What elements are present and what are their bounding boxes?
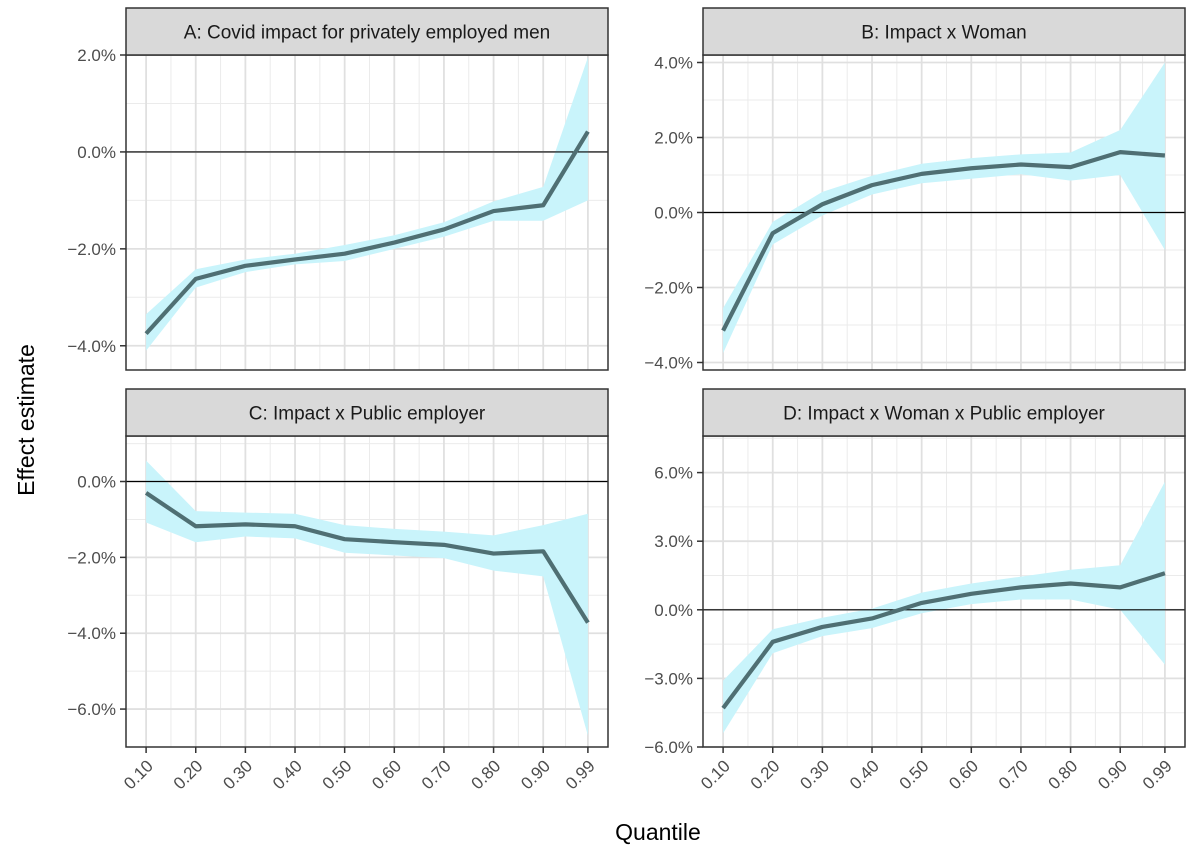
panel-c-y-tick-label: −2.0% xyxy=(67,548,116,567)
panel-a-title: A: Covid impact for privately employed m… xyxy=(184,23,550,44)
panel-b-y-tick-label: −4.0% xyxy=(644,354,693,373)
panel-c-background xyxy=(126,436,608,747)
panel-b-y-tick-label: 0.0% xyxy=(654,204,693,223)
panel-a-y-tick-label: −4.0% xyxy=(67,337,116,356)
panel-d-y-tick-label: 0.0% xyxy=(654,601,693,620)
panel-d-y-tick-label: 6.0% xyxy=(654,464,693,483)
panel-c-confidence-band xyxy=(146,460,588,736)
y-axis-title: Effect estimate xyxy=(13,344,39,496)
panel-b-y-tick-label: 2.0% xyxy=(654,129,693,148)
facet-panels: A: Covid impact for privately employed m… xyxy=(67,7,1186,793)
panel-b-strip xyxy=(702,7,1186,56)
panel-c: C: Impact x Public employer −6.0% −4.0% −2.… xyxy=(67,388,609,793)
panel-b: B: Impact x Woman −4.0% −2.0% 0.0% 2.0% 4.0% xyxy=(644,7,1186,373)
panel-d-y-tick-label: −6.0% xyxy=(644,738,693,757)
panel-d-y-tick-label: 3.0% xyxy=(654,532,693,551)
panel-d-title: D: Impact x Woman x Public employer xyxy=(783,404,1105,425)
panel-a-y-tick-label: 2.0% xyxy=(77,46,116,65)
panel-b-title: B: Impact x Woman xyxy=(861,23,1026,44)
panel-c-estimate-line xyxy=(144,491,590,624)
panel-d-strip xyxy=(702,388,1186,437)
panel-a-confidence-band xyxy=(146,57,588,351)
panel-a-estimate-line xyxy=(144,130,590,336)
panel-b-estimate-line xyxy=(721,150,1166,332)
panel-a-y-tick-label: −2.0% xyxy=(67,240,116,259)
panel-c-y-tick-label: 0.0% xyxy=(77,473,116,492)
panel-c-strip xyxy=(125,388,609,437)
panel-c-y-tick-label: −4.0% xyxy=(67,624,116,643)
panel-c-title: C: Impact x Public employer xyxy=(249,404,486,425)
panel-b-y-tick-label: −2.0% xyxy=(644,279,693,298)
x-axis-title: Quantile xyxy=(615,819,701,845)
panel-d-estimate-line xyxy=(721,571,1166,710)
panel-a: A: Covid impact for privately employed m… xyxy=(67,7,609,371)
panel-a-strip xyxy=(125,7,609,56)
panel-c-y-tick-label: −6.0% xyxy=(67,700,116,719)
panel-d: D: Impact x Woman x Public employer −6.0%… xyxy=(644,388,1186,793)
panel-b-confidence-band xyxy=(723,62,1165,354)
panel-d-confidence-band xyxy=(723,481,1165,734)
panel-a-y-tick-label: 0.0% xyxy=(77,143,116,162)
panel-b-y-tick-label: 4.0% xyxy=(654,54,693,73)
panel-d-y-tick-label: −3.0% xyxy=(644,669,693,688)
